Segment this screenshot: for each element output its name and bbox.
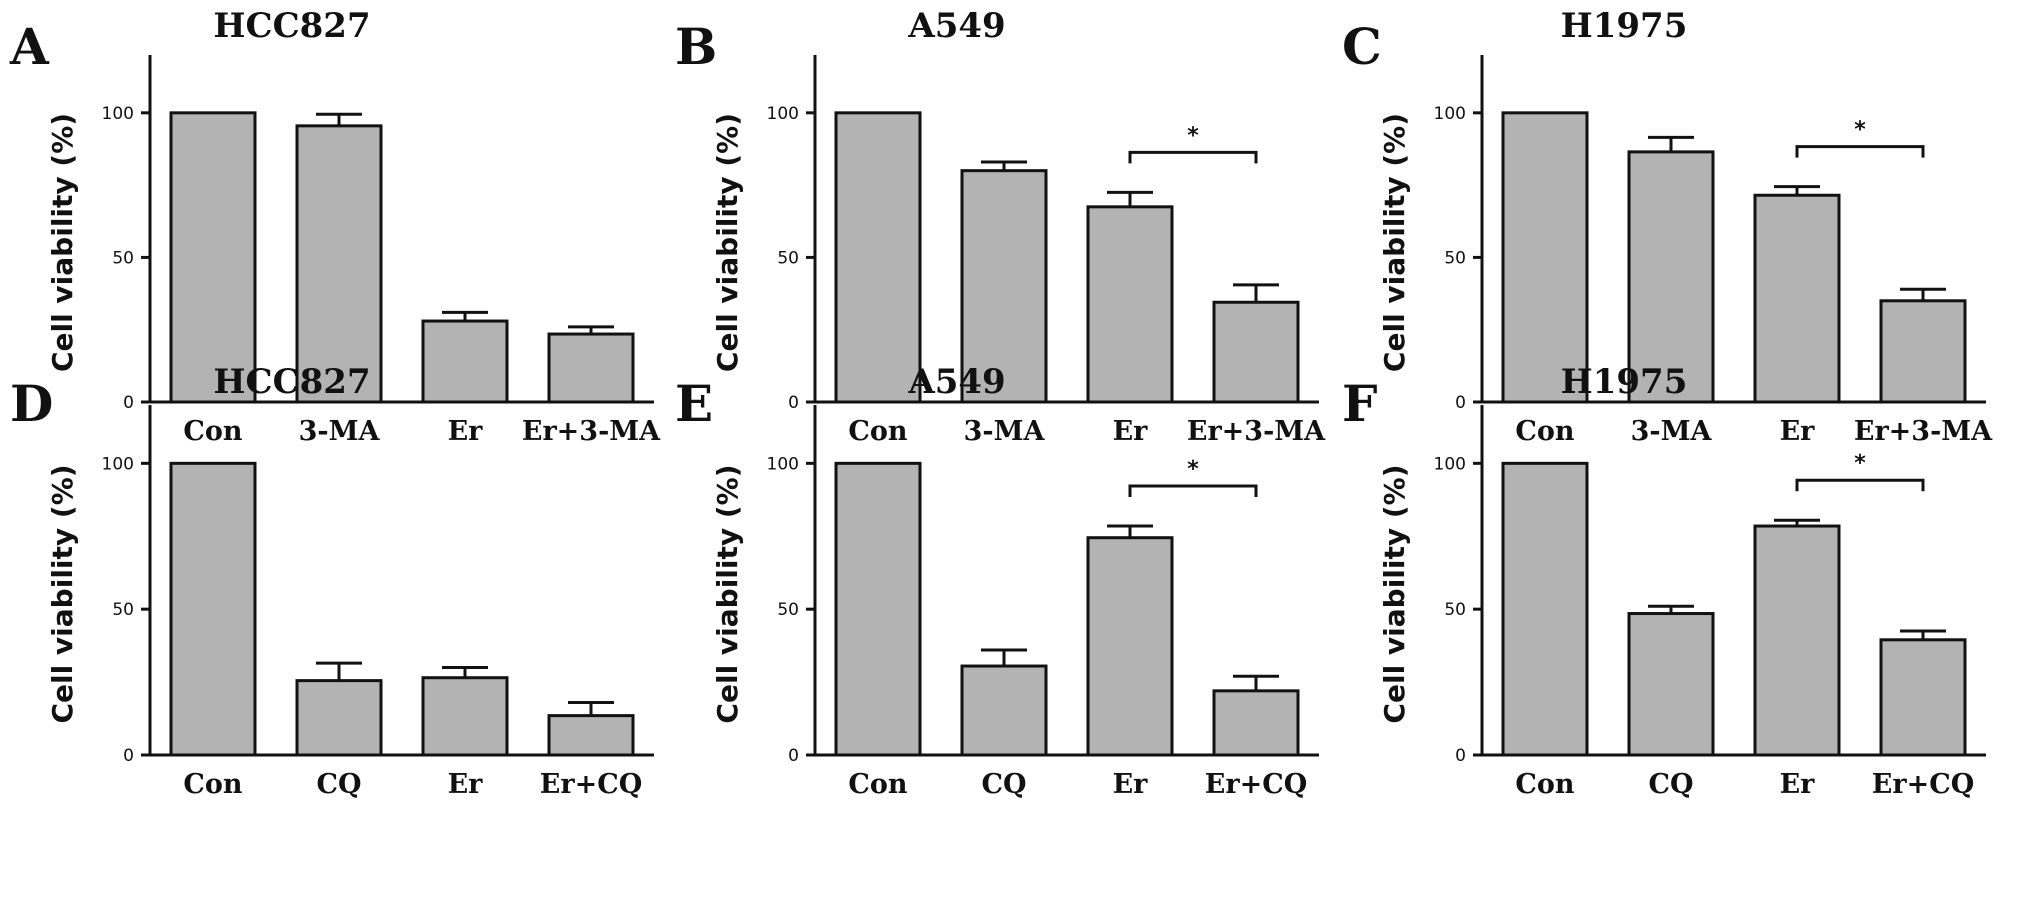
bar — [1627, 612, 1715, 757]
bar — [169, 111, 257, 404]
y-tick-label: 100 — [102, 104, 134, 124]
bar — [1212, 300, 1300, 404]
chart-panel-f: F H1975 Cell viability (%) 0 50 100 Con CQ Er Er+… — [1342, 362, 1986, 800]
chart-title: H1975 — [1561, 362, 1688, 402]
chart-panel-a: A HCC827 Cell viability (%) 0 50 100 Con 3-MA Er… — [9, 6, 661, 447]
y-axis-label: Cell viability (%) — [1378, 464, 1411, 723]
x-tick-label: CQ — [981, 769, 1026, 800]
x-tick-label: Er+3-MA — [522, 416, 661, 447]
y-axis-label: Cell viability (%) — [46, 113, 79, 372]
bar — [960, 664, 1048, 757]
bar — [295, 679, 383, 757]
x-tick-label: CQ — [316, 769, 361, 800]
y-tick-label: 50 — [1444, 248, 1466, 268]
y-tick-label: 0 — [788, 393, 799, 413]
x-tick-label: Con — [848, 416, 907, 447]
x-tick-label: Er+3-MA — [1187, 416, 1326, 447]
y-tick-label: 50 — [112, 248, 134, 268]
bar — [1212, 689, 1300, 757]
chart-panel-e: E A549 Cell viability (%) 0 50 100 Con CQ Er Er+C… — [675, 362, 1319, 800]
y-axis-label: Cell viability (%) — [711, 113, 744, 372]
chart-title: HCC827 — [213, 362, 370, 402]
y-tick-label: 50 — [112, 600, 134, 620]
y-tick-label: 0 — [123, 746, 134, 766]
bar — [834, 111, 922, 404]
bar — [960, 169, 1048, 404]
x-tick-label: Con — [183, 416, 242, 447]
y-tick-label: 100 — [767, 104, 799, 124]
y-tick-label: 0 — [123, 393, 134, 413]
bar — [547, 714, 635, 757]
panel-letter: E — [675, 374, 713, 433]
panel-letter: A — [9, 17, 50, 76]
y-tick-label: 50 — [777, 600, 799, 620]
y-tick-label: 100 — [1434, 454, 1466, 474]
bar — [1501, 111, 1589, 404]
panel-letter: B — [675, 17, 717, 76]
bar — [295, 124, 383, 404]
y-tick-label: 0 — [1455, 746, 1466, 766]
x-tick-label: Con — [1515, 769, 1574, 800]
bar — [421, 676, 509, 757]
bar — [1753, 193, 1841, 404]
bar — [1086, 205, 1174, 404]
x-tick-label: Er — [448, 769, 484, 800]
x-tick-label: Er+CQ — [540, 769, 642, 800]
y-tick-label: 100 — [767, 454, 799, 474]
bar — [1879, 299, 1967, 404]
significance-marker: * — [1187, 457, 1199, 482]
significance-bracket — [1795, 145, 1925, 158]
x-tick-label: 3-MA — [964, 416, 1046, 447]
y-tick-label: 0 — [788, 746, 799, 766]
x-tick-label: Er — [448, 416, 484, 447]
y-axis-label: Cell viability (%) — [1378, 113, 1411, 372]
chart-title: H1975 — [1561, 6, 1688, 46]
y-tick-label: 100 — [1434, 104, 1466, 124]
chart-title: A549 — [907, 362, 1005, 402]
x-tick-label: Er+3-MA — [1854, 416, 1993, 447]
x-tick-label: Er — [1113, 416, 1149, 447]
x-tick-label: Er+CQ — [1872, 769, 1974, 800]
bar — [169, 461, 257, 757]
bar — [1879, 638, 1967, 757]
bar — [1501, 461, 1589, 757]
y-axis-label: Cell viability (%) — [46, 464, 79, 723]
significance-bracket — [1795, 478, 1925, 492]
significance-marker: * — [1187, 123, 1199, 148]
x-tick-label: Er — [1780, 769, 1816, 800]
y-tick-label: 50 — [1444, 600, 1466, 620]
significance-marker: * — [1854, 118, 1866, 143]
panel-letter: F — [1342, 374, 1378, 433]
y-axis-label: Cell viability (%) — [711, 464, 744, 723]
x-tick-label: 3-MA — [1631, 416, 1713, 447]
panel-letter: D — [10, 374, 53, 433]
chart-title: HCC827 — [213, 6, 370, 46]
significance-bracket — [1128, 484, 1258, 498]
chart-panel-c: C H1975 Cell viability (%) 0 50 100 Con 3-MA Er E… — [1342, 6, 1993, 447]
bar — [1753, 524, 1841, 757]
x-tick-label: Er — [1113, 769, 1149, 800]
bar — [547, 332, 635, 404]
x-tick-label: Er — [1780, 416, 1816, 447]
y-tick-label: 0 — [1455, 393, 1466, 413]
y-tick-label: 100 — [102, 454, 134, 474]
bar — [1086, 536, 1174, 757]
bar — [421, 319, 509, 404]
chart-panel-b: B A549 Cell viability (%) 0 50 100 Con 3-MA Er Er… — [675, 6, 1326, 447]
x-tick-label: CQ — [1648, 769, 1693, 800]
x-tick-label: 3-MA — [299, 416, 381, 447]
significance-marker: * — [1854, 451, 1866, 476]
x-tick-label: Con — [183, 769, 242, 800]
chart-title: A549 — [907, 6, 1005, 46]
x-tick-label: Er+CQ — [1205, 769, 1307, 800]
x-tick-label: Con — [1515, 416, 1574, 447]
x-tick-label: Con — [848, 769, 907, 800]
panel-letter: C — [1342, 17, 1382, 76]
significance-bracket — [1128, 150, 1258, 164]
y-tick-label: 50 — [777, 248, 799, 268]
chart-panel-d: D HCC827 Cell viability (%) 0 50 100 Con CQ Er Er… — [10, 362, 654, 800]
bar — [834, 461, 922, 757]
